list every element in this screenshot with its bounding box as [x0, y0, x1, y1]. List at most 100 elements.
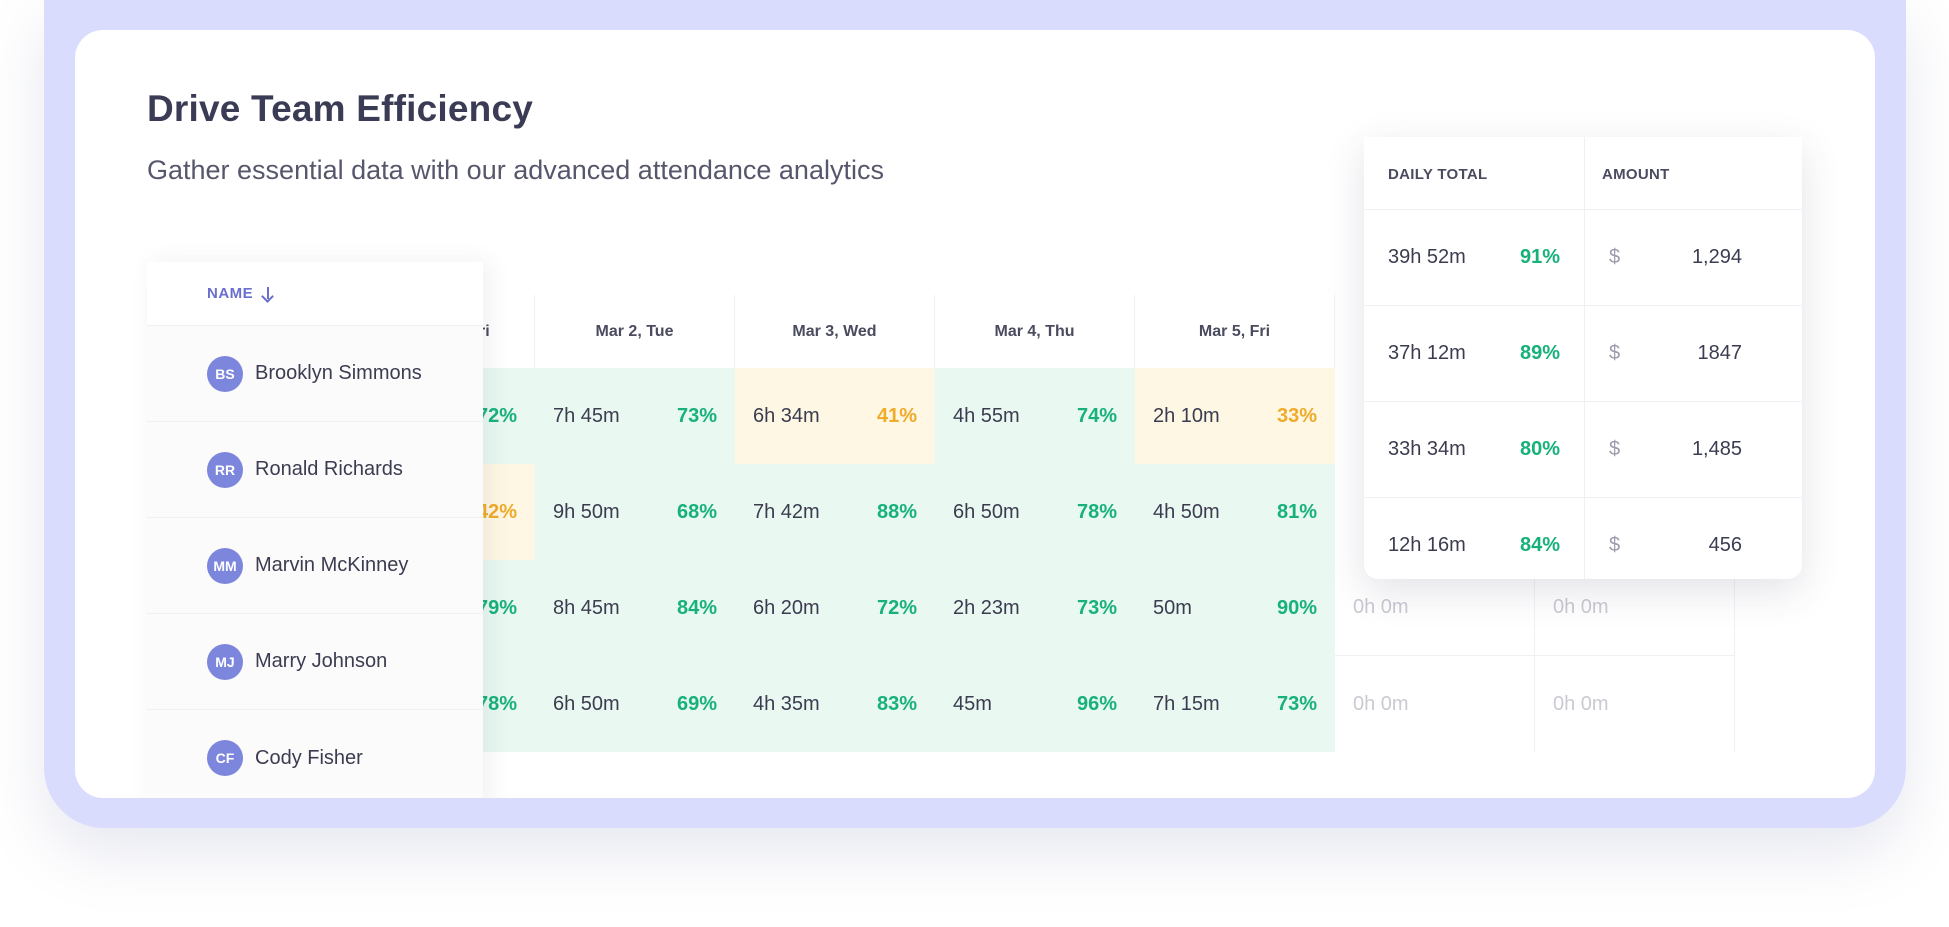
cell-time: 0h 0m — [1553, 692, 1609, 715]
grid-cell[interactable]: 50m 90% — [1135, 560, 1335, 656]
cell-time: 6h 34m — [753, 404, 820, 427]
cell-time: 0h 0m — [1353, 692, 1409, 715]
day-header-label: Mar 5, Fri — [1198, 322, 1271, 340]
cell-percent: 88% — [876, 500, 917, 523]
daily-total-header[interactable]: DAILY TOTAL — [1388, 166, 1488, 183]
currency-symbol: $ — [1609, 342, 1621, 364]
total-percent: 91% — [1520, 246, 1561, 268]
day-header-3[interactable]: Mar 4, Thu — [935, 295, 1135, 368]
grid-cell[interactable]: 4h 55m 74% — [935, 368, 1135, 464]
list-item[interactable]: RR Ronald Richards — [147, 422, 483, 518]
table-row[interactable]: 12h 16m 84% $ 456 — [1364, 498, 1802, 579]
grid-cell[interactable]: 4h 35m 83% — [735, 656, 935, 752]
cell-time: 2h 23m — [953, 596, 1020, 619]
grid-cell[interactable]: 6h 34m 41% — [735, 368, 935, 464]
cell-time: 0h 0m — [1353, 596, 1409, 618]
grid-cell[interactable]: 6h 50m 78% — [935, 464, 1135, 560]
person-name: Marvin McKinney — [255, 554, 409, 576]
table-row[interactable]: 39h 52m 91% $ 1,294 — [1364, 210, 1802, 306]
total-time: 33h 34m — [1388, 438, 1466, 460]
amount-header[interactable]: AMOUNT — [1602, 166, 1670, 183]
cell-time: 8h 45m — [553, 596, 620, 619]
cell-time: 9h 50m — [553, 500, 620, 523]
cell-time: 45m — [953, 692, 992, 715]
cell-time: 0h 0m — [1553, 596, 1609, 618]
grid-cell[interactable]: 7h 45m 73% — [535, 368, 735, 464]
grid-cell[interactable]: 2h 23m 73% — [935, 560, 1135, 656]
cell-percent: 74% — [1076, 404, 1117, 427]
table-row[interactable]: 33h 34m 80% $ 1,485 — [1364, 402, 1802, 498]
table-row[interactable]: 37h 12m 89% $ 1847 — [1364, 306, 1802, 402]
cell-percent: 68% — [676, 500, 717, 523]
amount-value: 1,294 — [1691, 246, 1742, 268]
cell-time: 7h 15m — [1153, 692, 1220, 715]
cell-percent: 73% — [1076, 596, 1117, 619]
day-header-label: Mar 2, Tue — [595, 322, 674, 340]
cell-time: 6h 20m — [753, 596, 820, 619]
cell-time: 2h 10m — [1153, 404, 1220, 427]
day-header-4[interactable]: Mar 5, Fri — [1135, 295, 1335, 368]
name-column-header[interactable]: NAME — [147, 262, 483, 326]
page-subtitle: Gather essential data with our advanced … — [147, 155, 884, 185]
avatar: CF — [207, 740, 243, 776]
day-header-label: Mar 4, Thu — [994, 322, 1075, 340]
avatar: BS — [207, 355, 243, 392]
grid-cell-empty[interactable]: 0h 0m — [1335, 656, 1535, 752]
cell-time: 4h 55m — [953, 404, 1020, 427]
amount-value: 1,485 — [1691, 438, 1742, 460]
cell-percent: 90% — [1276, 596, 1317, 619]
amount-value: 1847 — [1697, 342, 1743, 364]
person-name: Cody Fisher — [255, 746, 363, 769]
person-name: Ronald Richards — [255, 458, 403, 480]
cell-percent: 78% — [476, 692, 517, 715]
cell-time: 6h 50m — [553, 692, 620, 715]
grid-cell[interactable]: 9h 50m 68% — [535, 464, 735, 560]
grid-cell[interactable]: 8h 45m 84% — [535, 560, 735, 656]
currency-symbol: $ — [1609, 246, 1621, 268]
day-header-1[interactable]: Mar 2, Tue — [535, 295, 735, 368]
avatar: RR — [207, 451, 243, 488]
list-item[interactable]: MM Marvin McKinney — [147, 518, 483, 614]
cell-percent: 42% — [476, 500, 517, 523]
page-title: Drive Team Efficiency — [147, 88, 534, 129]
day-header-2[interactable]: Mar 3, Wed — [735, 295, 935, 368]
grid-cell[interactable]: 6h 20m 72% — [735, 560, 935, 656]
cell-percent: 41% — [876, 404, 917, 427]
total-time: 39h 52m — [1388, 246, 1466, 268]
avatar: MJ — [207, 643, 243, 680]
cell-percent: 72% — [876, 596, 917, 619]
cell-percent: 78% — [1076, 500, 1117, 523]
total-percent: 80% — [1520, 438, 1561, 460]
grid-cell-empty[interactable]: 0h 0m — [1535, 560, 1735, 656]
total-time: 12h 16m — [1388, 534, 1466, 556]
person-name: Marry Johnson — [255, 650, 388, 672]
column-divider — [1584, 137, 1585, 579]
cell-percent: 96% — [1076, 692, 1117, 715]
cell-time: 4h 50m — [1153, 500, 1220, 523]
cell-time: 4h 35m — [753, 692, 820, 715]
arrow-down-icon[interactable] — [261, 286, 275, 302]
grid-cell-empty[interactable]: 0h 0m — [1535, 656, 1735, 752]
cell-percent: 83% — [876, 692, 917, 715]
grid-cell[interactable]: 7h 42m 88% — [735, 464, 935, 560]
total-percent: 89% — [1520, 342, 1561, 364]
grid-cell[interactable]: 2h 10m 33% — [1135, 368, 1335, 464]
list-item[interactable]: BS Brooklyn Simmons — [147, 326, 483, 422]
avatar: MM — [207, 547, 243, 584]
total-percent: 84% — [1520, 534, 1561, 556]
list-item[interactable]: MJ Marry Johnson — [147, 614, 483, 710]
grid-cell[interactable]: 4h 50m 81% — [1135, 464, 1335, 560]
grid-cell-empty[interactable]: 0h 0m — [1335, 560, 1535, 656]
cell-percent: 79% — [476, 596, 517, 619]
cell-time: 7h 42m — [753, 500, 820, 523]
totals-panel: DAILY TOTAL AMOUNT 39h 52m 91% $ 1,294 3… — [1364, 137, 1802, 579]
cell-percent: 73% — [676, 404, 717, 427]
grid-cell[interactable]: 6h 50m 69% — [535, 656, 735, 752]
currency-symbol: $ — [1609, 438, 1621, 460]
list-item[interactable]: CF Cody Fisher — [147, 710, 483, 798]
grid-cell[interactable]: 45m 96% — [935, 656, 1135, 752]
amount-value: 456 — [1708, 534, 1742, 556]
cell-percent: 81% — [1276, 500, 1317, 523]
grid-cell[interactable]: 7h 15m 73% — [1135, 656, 1335, 752]
name-column-label: NAME — [207, 285, 254, 302]
